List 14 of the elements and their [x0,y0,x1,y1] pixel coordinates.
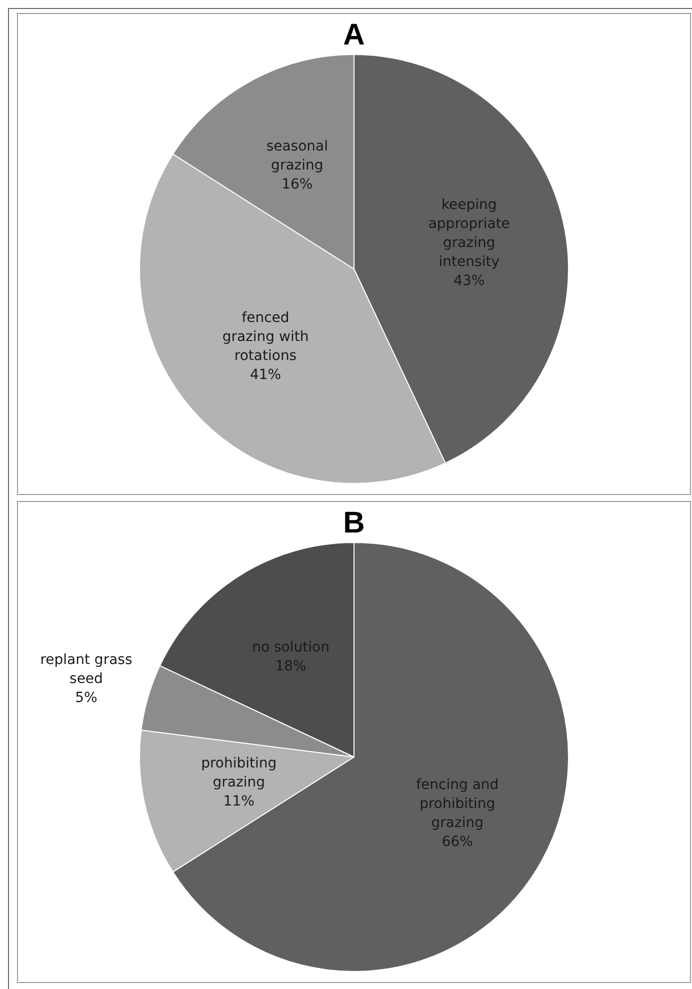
chart-title: B [343,506,365,540]
slice-label: keeping appropriate grazing intensity [428,196,510,270]
slice-label: fenced grazing with rotations [222,310,309,364]
chart-title: A [343,18,365,52]
data-label: 11% [223,793,254,810]
slice-label: prohibiting grazing [201,755,277,790]
data-label: 16% [282,176,313,192]
data-label: 5% [75,690,98,706]
slice-label: replant grass seed [40,652,132,687]
data-label: 43% [454,272,485,289]
slice-label: fencing and prohibiting grazing [416,776,499,831]
data-label: 66% [442,834,473,850]
data-label: 41% [250,367,282,384]
slice-label: seasonal grazing [266,138,328,174]
